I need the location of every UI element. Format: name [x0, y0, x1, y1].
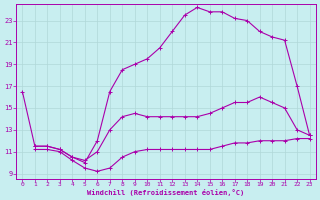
X-axis label: Windchill (Refroidissement éolien,°C): Windchill (Refroidissement éolien,°C)	[87, 189, 244, 196]
